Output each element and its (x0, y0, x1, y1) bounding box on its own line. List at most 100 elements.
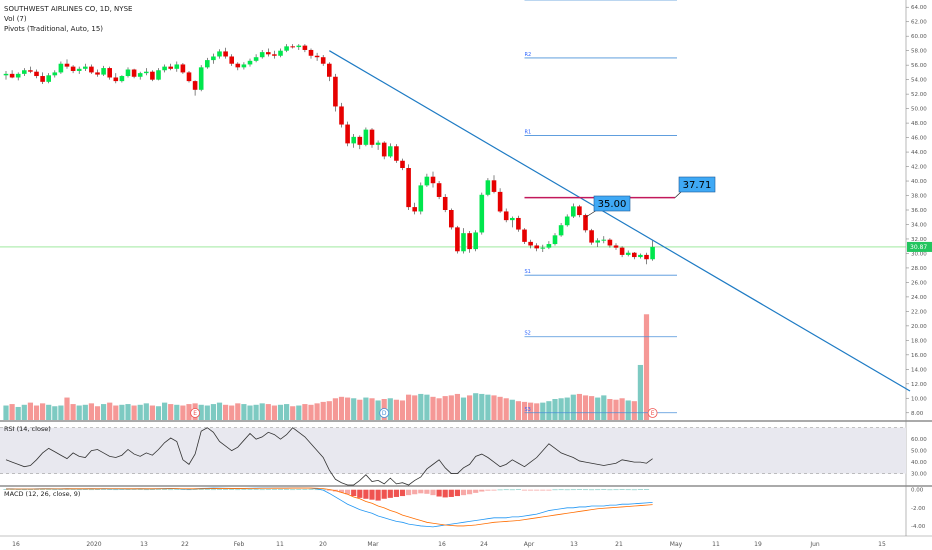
macd-histogram-bar (595, 489, 601, 491)
volume-bar (58, 405, 64, 420)
volume-bar (101, 404, 107, 420)
volume-legend[interactable]: Vol (7) (4, 15, 27, 23)
candle-body (308, 49, 314, 56)
macd-histogram-bar (186, 489, 192, 491)
price-axis-label: 24.00 (911, 295, 927, 301)
macd-histogram-bar (9, 489, 15, 490)
event-marker (379, 408, 390, 418)
candle-body (247, 60, 253, 65)
volume-bar (558, 398, 564, 420)
candle-body (510, 217, 515, 221)
candle-body (455, 227, 460, 252)
candle-body (34, 71, 39, 77)
volume-bar (540, 402, 546, 420)
candle-body (406, 168, 411, 208)
volume-bar (113, 405, 119, 420)
macd-histogram-bar (387, 489, 393, 498)
volume-bar (296, 405, 302, 420)
macd-histogram-bar (399, 489, 406, 497)
volume-bar (40, 403, 46, 420)
volume-bar (155, 406, 162, 420)
candle-body (235, 63, 241, 68)
candle-body (388, 146, 393, 157)
pivot-label: R2 (525, 52, 532, 58)
candle-body (461, 233, 466, 252)
macd-axis-label: 0.00 (911, 488, 924, 494)
volume-bar (509, 399, 515, 420)
macd-histogram-bar (204, 489, 210, 490)
price-axis-label: 60.00 (911, 34, 927, 40)
candle-body (113, 77, 119, 82)
price-axis-label: 26.00 (911, 280, 927, 286)
macd-histogram-bar (137, 489, 143, 490)
candle-body (40, 76, 45, 82)
candle-body (89, 66, 94, 73)
volume-bar (284, 404, 290, 420)
candle-body (369, 129, 375, 145)
macd-histogram-bar (625, 489, 631, 491)
macd-histogram-bar (277, 489, 284, 490)
volume-bar (332, 398, 338, 420)
candle-body (522, 229, 527, 242)
volume-bar (491, 395, 497, 420)
price-axis-label: 36.00 (911, 208, 927, 214)
macd-histogram-bar (302, 489, 308, 490)
volume-bar (3, 405, 9, 420)
volume-bar (467, 395, 473, 420)
candle-body (638, 254, 643, 258)
volume-bar (235, 403, 241, 420)
candle-body (211, 56, 216, 61)
candle-body (479, 194, 485, 233)
volume-bar (290, 406, 296, 420)
pivots-legend[interactable]: Pivots (Traditional, Auto, 15) (4, 25, 104, 33)
candle-body (540, 247, 546, 249)
volume-bar (643, 314, 650, 420)
volume-bar (198, 404, 204, 420)
time-axis-label: 21 (615, 541, 623, 548)
volume-bar (345, 397, 351, 420)
volume-bar (168, 404, 174, 420)
callout-box (593, 195, 631, 212)
macd-histogram-bar (631, 489, 637, 491)
price-axis-label: 30.00 (911, 251, 927, 257)
candle-body (363, 129, 369, 145)
macd-histogram-bar (454, 489, 460, 497)
macd-histogram-bar (564, 489, 570, 491)
candle-body (296, 45, 302, 48)
candle-body (607, 239, 613, 246)
volume-bar (521, 401, 528, 420)
candle-body (223, 51, 228, 57)
volume-bar (149, 405, 155, 420)
macd-histogram-bar (58, 489, 64, 490)
candle-body (595, 240, 600, 243)
candle-body (64, 63, 70, 67)
time-axis-label: 19 (754, 541, 762, 548)
candle-body (150, 71, 155, 80)
volume-bar (448, 395, 454, 420)
candle-body (137, 73, 143, 77)
candle-body (302, 45, 308, 50)
volume-bar (564, 397, 570, 420)
candle-body (107, 68, 112, 78)
volume-bar (338, 396, 345, 420)
volume-bar (412, 395, 418, 420)
price-axis-label: 32.00 (911, 237, 927, 243)
volume-bar (625, 400, 631, 420)
candle-body (272, 54, 277, 56)
rsi-axis-label: 40.00 (911, 460, 927, 466)
macd-title: MACD (12, 26, close, 9) (4, 490, 80, 498)
volume-bar (576, 393, 582, 420)
macd-histogram-bar (253, 489, 259, 490)
volume-bar (137, 404, 143, 420)
macd-histogram-bar (107, 489, 113, 490)
macd-histogram-bar (33, 489, 40, 490)
macd-histogram-bar (3, 489, 9, 490)
macd-histogram-bar (442, 489, 448, 498)
volume-bar (369, 398, 375, 420)
price-axis-label: 48.00 (911, 121, 927, 127)
macd-histogram-bar (582, 489, 589, 491)
candle-body (320, 57, 326, 64)
macd-histogram-bar (430, 489, 436, 496)
candle-body (625, 252, 631, 255)
